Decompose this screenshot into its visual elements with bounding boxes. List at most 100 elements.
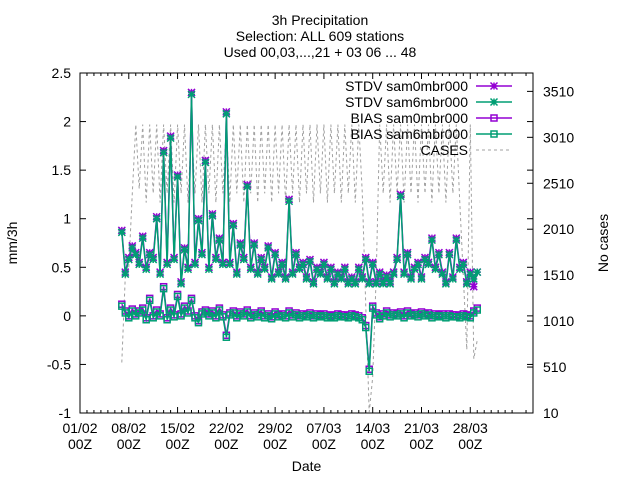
data-point (288, 270, 297, 279)
data-point (229, 221, 238, 230)
y-tick-label: 2.5 (52, 65, 72, 81)
data-point (236, 240, 245, 249)
data-point (344, 279, 353, 288)
y2-tick-label: 3510 (543, 83, 574, 99)
plot-frame (79, 72, 534, 414)
data-point (222, 109, 231, 118)
data-point (212, 314, 220, 322)
x-tick-label-hour: 00Z (312, 436, 337, 452)
data-point (361, 255, 370, 264)
y2-tick-label: 10 (543, 405, 559, 421)
data-point (337, 274, 346, 283)
data-point (333, 270, 342, 279)
title-line: Used 00,03,...,21 + 03 06 ... 48 (224, 44, 417, 60)
x-tick-label: 08/02 (111, 420, 146, 436)
y2-tick-label: 1510 (543, 267, 574, 283)
data-point (204, 265, 213, 274)
data-point (459, 260, 468, 269)
legend-label: BIAS sam0mbr000 (351, 110, 469, 126)
x-tick-label: 29/02 (258, 420, 293, 436)
data-point (295, 265, 304, 274)
data-point (413, 260, 423, 269)
y2-axis-label: No cases (595, 214, 611, 272)
data-point (173, 172, 182, 181)
data-point (400, 270, 409, 279)
data-point (246, 265, 255, 274)
x-tick-label-hour: 00Z (409, 436, 434, 452)
data-point (448, 274, 457, 283)
data-point (264, 243, 273, 252)
data-point (253, 270, 262, 279)
data-point (117, 228, 126, 237)
data-point (183, 265, 193, 274)
data-point (431, 265, 440, 274)
data-point (159, 148, 168, 157)
data-point (219, 313, 227, 321)
data-point (274, 270, 283, 279)
data-point (128, 243, 137, 252)
data-point (156, 312, 164, 320)
y2-tick-label: 2010 (543, 221, 574, 237)
data-point (354, 265, 363, 274)
data-point (319, 260, 328, 269)
series-stdv-sam6mbr000 (117, 90, 482, 288)
data-point (351, 279, 360, 288)
data-point (131, 250, 140, 259)
data-point (152, 214, 161, 223)
data-point (347, 274, 356, 283)
data-point (389, 270, 398, 279)
data-point (375, 270, 384, 279)
data-point (177, 279, 186, 288)
series-cases (121, 124, 478, 413)
data-point (222, 333, 231, 341)
x-tick-label: 07/03 (306, 420, 341, 436)
data-point (438, 270, 447, 279)
data-point (424, 260, 433, 269)
data-point (278, 260, 287, 269)
data-point (197, 250, 206, 259)
y-tick-label: -0.5 (47, 356, 71, 372)
data-point (208, 211, 217, 220)
y-tick-label: 2 (63, 114, 71, 130)
data-point (184, 309, 192, 317)
data-point (201, 158, 210, 167)
series-line (121, 288, 478, 372)
legend-label: STDV sam6mbr000 (345, 94, 468, 110)
x-axis-label: Date (292, 458, 322, 474)
data-point (365, 279, 374, 288)
data-point (309, 279, 318, 288)
x-tick-label: 15/02 (160, 420, 195, 436)
x-tick-label-hour: 00Z (166, 436, 191, 452)
data-point (135, 260, 144, 269)
data-point (441, 279, 450, 288)
data-point (166, 306, 175, 314)
data-point (170, 313, 178, 321)
data-point (365, 367, 373, 375)
data-point (427, 236, 436, 245)
x-tick-label: 14/03 (355, 420, 390, 436)
x-tick-label-hour: 00Z (68, 436, 93, 452)
x-tick-label: 21/03 (404, 420, 439, 436)
data-point (260, 265, 269, 274)
data-point (379, 279, 388, 288)
y2-tick-label: 2510 (543, 175, 574, 191)
x-tick-label-hour: 00Z (263, 436, 288, 452)
data-point (121, 270, 130, 279)
title-line: 3h Precipitation (272, 12, 369, 28)
x-tick-label: 28/03 (453, 420, 488, 436)
y-tick-label: 1.5 (52, 162, 72, 178)
data-point (118, 302, 126, 310)
series-bias-sam0mbr000 (118, 282, 481, 374)
data-point (187, 296, 196, 305)
data-point (420, 255, 430, 264)
y2-tick-label: 1010 (543, 313, 574, 329)
data-point (267, 274, 276, 283)
data-point (138, 234, 147, 243)
data-point (473, 306, 481, 314)
data-point (396, 192, 405, 201)
data-point (445, 250, 454, 259)
data-point (159, 284, 168, 293)
data-point (386, 279, 395, 288)
data-point (326, 265, 335, 274)
